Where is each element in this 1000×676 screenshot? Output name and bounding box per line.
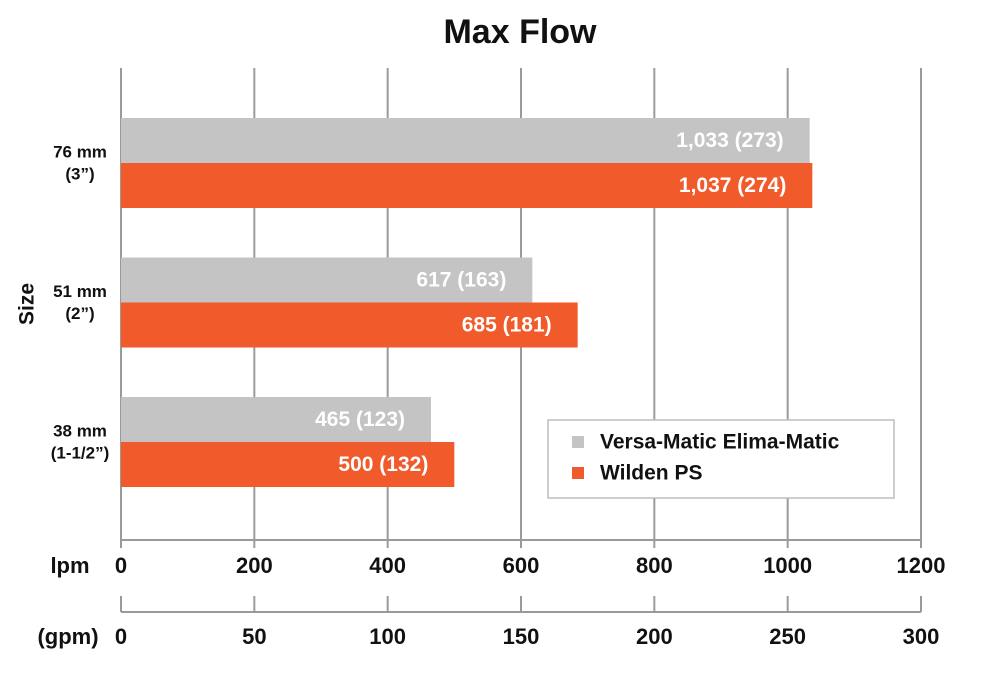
bar bbox=[121, 163, 813, 208]
bar bbox=[121, 442, 455, 487]
bar bbox=[121, 118, 810, 163]
x-tick-label: 0 bbox=[115, 553, 127, 578]
x2-tick-label: 50 bbox=[242, 624, 266, 649]
x-tick-label: 800 bbox=[636, 553, 673, 578]
chart-title: Max Flow bbox=[443, 13, 597, 51]
y-tick-label: 38 mm bbox=[53, 421, 107, 440]
y-tick-label: (3”) bbox=[65, 164, 94, 183]
y-tick-label: 76 mm bbox=[53, 142, 107, 161]
x-tick-label: 1200 bbox=[897, 553, 946, 578]
legend-label: Wilden PS bbox=[600, 462, 703, 485]
x2-tick-label: 150 bbox=[503, 624, 540, 649]
data-label: 465 (123) bbox=[315, 408, 405, 431]
data-label: 685 (181) bbox=[462, 314, 552, 337]
data-label: 1,037 (274) bbox=[679, 174, 786, 197]
data-label: 617 (163) bbox=[416, 269, 506, 292]
legend: Versa-Matic Elima-Matic Wilden PS bbox=[547, 419, 895, 499]
legend-swatch bbox=[572, 467, 584, 479]
legend-swatch bbox=[572, 436, 584, 448]
legend-label: Versa-Matic Elima-Matic bbox=[600, 431, 840, 454]
bar bbox=[121, 302, 578, 348]
x-tick-label: 200 bbox=[236, 553, 273, 578]
bar bbox=[121, 397, 431, 442]
x2-tick-label: 0 bbox=[115, 624, 127, 649]
y-tick-label: 51 mm bbox=[53, 282, 107, 301]
y-axis-label: Size bbox=[16, 283, 39, 325]
data-label: 1,033 (273) bbox=[676, 129, 783, 152]
legend-box bbox=[547, 419, 895, 499]
x2-tick-label: 100 bbox=[369, 624, 406, 649]
y-tick-label: (1-1/2”) bbox=[51, 443, 110, 462]
bar bbox=[121, 257, 533, 303]
x-tick-label: 1000 bbox=[763, 553, 812, 578]
data-label: 500 (132) bbox=[338, 453, 428, 476]
x-tick-label: 400 bbox=[369, 553, 406, 578]
x2-tick-label: 250 bbox=[769, 624, 806, 649]
x-axis-label: lpm bbox=[50, 553, 89, 578]
x2-axis-label: (gpm) bbox=[37, 624, 98, 649]
y-tick-label: (2”) bbox=[65, 304, 94, 323]
x2-tick-label: 300 bbox=[903, 624, 940, 649]
x2-tick-label: 200 bbox=[636, 624, 673, 649]
x-tick-label: 600 bbox=[503, 553, 540, 578]
